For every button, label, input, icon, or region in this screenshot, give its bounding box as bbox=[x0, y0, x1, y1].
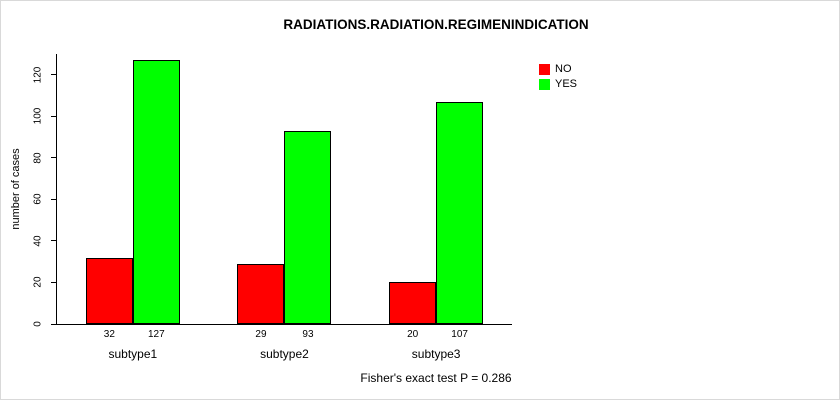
bar-value-label: 20 bbox=[407, 329, 419, 340]
y-tick-label: 80 bbox=[32, 152, 44, 164]
plot-area: number of cases 32 127 subtype1 29 93 subtype… bbox=[10, 54, 512, 361]
bar-values-row: 20 107 bbox=[389, 329, 483, 340]
y-tick-mark bbox=[51, 323, 57, 325]
bar-value-label: 32 bbox=[103, 329, 115, 340]
bar-yes-subtype2 bbox=[284, 130, 332, 324]
bar-group-subtype1: 32 127 subtype1 bbox=[85, 60, 180, 361]
bar-values-row: 29 93 bbox=[237, 329, 331, 340]
legend-swatch-no bbox=[539, 63, 550, 75]
bar-values-row: 32 127 bbox=[86, 329, 180, 340]
bar-value-label: 93 bbox=[302, 329, 314, 340]
legend-item-no: NO bbox=[539, 63, 577, 75]
legend: NO YES bbox=[539, 63, 577, 93]
bar-group-subtype3: 20 107 subtype3 bbox=[389, 101, 484, 361]
y-tick-label: 60 bbox=[32, 193, 44, 205]
bar-yes-subtype3 bbox=[436, 101, 484, 324]
y-tick-mark bbox=[51, 198, 57, 200]
bar-yes-subtype1 bbox=[132, 60, 180, 324]
footnote: Fisher's exact test P = 0.286 bbox=[360, 371, 512, 385]
y-tick-mark bbox=[51, 157, 57, 159]
legend-label: NO bbox=[555, 63, 572, 75]
bar-no-subtype2 bbox=[237, 263, 285, 324]
y-tick-label: 120 bbox=[32, 66, 44, 84]
chart-title: RADIATIONS.RADIATION.REGIMENINDICATION bbox=[283, 17, 589, 32]
category-label: subtype2 bbox=[260, 347, 309, 361]
bar-group-subtype2: 29 93 subtype2 bbox=[237, 130, 332, 361]
bar-value-label: 29 bbox=[255, 329, 267, 340]
bar-groups: 32 127 subtype1 29 93 subtype2 20 107 subtype3 bbox=[57, 54, 512, 361]
legend-swatch-yes bbox=[539, 78, 550, 90]
legend-item-yes: YES bbox=[539, 78, 577, 90]
y-tick-label: 100 bbox=[32, 107, 44, 125]
y-tick-mark bbox=[51, 281, 57, 283]
bar-no-subtype3 bbox=[389, 282, 437, 324]
legend-label: YES bbox=[555, 78, 578, 90]
y-axis-title: number of cases bbox=[10, 148, 22, 230]
bar-value-label: 127 bbox=[147, 329, 165, 340]
category-label: subtype3 bbox=[411, 347, 461, 361]
category-label: subtype1 bbox=[108, 347, 158, 361]
y-tick-mark bbox=[51, 115, 57, 117]
y-tick-label: 40 bbox=[32, 235, 44, 247]
y-tick-mark bbox=[51, 240, 57, 242]
y-tick-label: 20 bbox=[32, 276, 44, 289]
y-tick-label: 0 bbox=[32, 321, 44, 327]
bar-value-label: 107 bbox=[451, 329, 468, 340]
y-tick-mark bbox=[51, 74, 57, 76]
bar-no-subtype1 bbox=[85, 257, 133, 324]
